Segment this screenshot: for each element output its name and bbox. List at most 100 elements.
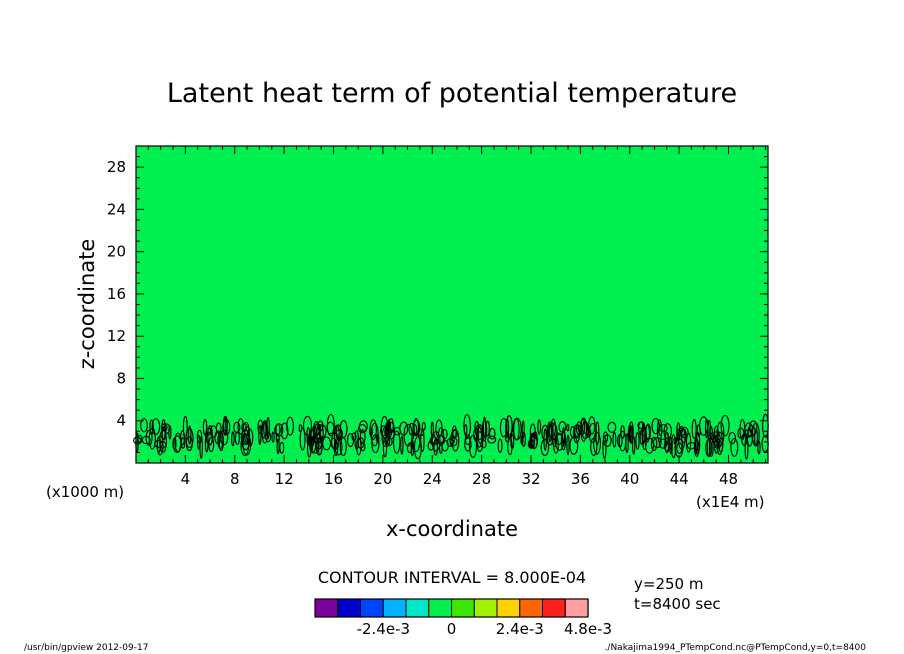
- contour-line: [220, 429, 229, 446]
- contour-line: [265, 431, 272, 443]
- contour-line: [580, 418, 586, 435]
- y-tick-label: 20: [107, 243, 126, 261]
- contour-line: [346, 433, 355, 448]
- contour-line: [258, 425, 262, 445]
- contour-line: [441, 428, 448, 440]
- x-axis: 4 8 12 16 20 24 28 32 36 40 44 48: [147, 146, 767, 488]
- y-tick-label: 4: [116, 412, 126, 430]
- contour-line: [748, 420, 758, 435]
- contour-line: [140, 417, 148, 433]
- contour-line: [312, 432, 322, 444]
- contour-line: [612, 432, 617, 448]
- colorbar: [314, 598, 589, 618]
- contour-line: [196, 429, 203, 444]
- colorbar-label: 2.4e-3: [496, 620, 544, 638]
- contour-line: [276, 438, 280, 455]
- contour-line: [694, 435, 699, 455]
- contour-line: [307, 438, 315, 448]
- contour-line: [669, 436, 673, 455]
- contour-line: [581, 421, 590, 440]
- x-tick-label: 44: [670, 470, 689, 488]
- contour-line: [208, 436, 215, 453]
- contour-line: [537, 419, 542, 435]
- contour-line: [205, 427, 212, 436]
- contour-line: [757, 440, 761, 455]
- contour-line: [451, 428, 460, 452]
- contour-line: [664, 431, 669, 446]
- contour-line: [242, 421, 251, 445]
- contour-line: [737, 427, 745, 439]
- y-scale-label: (x1000 m): [46, 483, 124, 501]
- contour-line: [718, 437, 724, 453]
- contour-line: [573, 424, 581, 444]
- colorbar-swatch: [360, 598, 384, 618]
- contour-line: [260, 421, 268, 439]
- contour-line: [593, 431, 601, 455]
- contour-line: [658, 438, 668, 449]
- contour-line: [145, 429, 153, 446]
- contour-line: [463, 414, 471, 438]
- contour-line: [650, 436, 658, 452]
- contour-line: [602, 431, 609, 444]
- x-tick-label: 20: [373, 470, 392, 488]
- colorbar-swatch: [542, 598, 566, 618]
- colorbar-swatch: [314, 598, 339, 618]
- y-tick-label: 16: [107, 285, 126, 303]
- contour-line: [566, 423, 570, 432]
- colorbar-labels: -2.4e-3 0 2.4e-3 4.8e-3: [357, 620, 612, 638]
- colorbar-swatch: [405, 598, 430, 618]
- colorbar-label: 0: [447, 620, 457, 638]
- contour-line: [543, 428, 547, 451]
- contour-line: [645, 423, 652, 440]
- y-tick-label: 8: [116, 369, 126, 387]
- contour-line: [540, 439, 550, 456]
- colorbar-swatch: [519, 598, 544, 618]
- contour-line: [512, 417, 522, 441]
- colorbar-swatch: [564, 598, 589, 618]
- contour-line: [370, 422, 379, 447]
- contour-line: [275, 433, 280, 443]
- contour-line: [505, 415, 513, 436]
- contour-line: [521, 432, 526, 447]
- contour-line: [507, 437, 513, 456]
- x-tick-label: 16: [324, 470, 343, 488]
- contour-line: [359, 429, 366, 445]
- contour-line: [431, 430, 441, 452]
- y-axis-title: z-coordinate: [75, 239, 99, 370]
- contour-line: [554, 432, 563, 445]
- x-axis-title: x-coordinate: [386, 517, 518, 541]
- y-tick-label: 28: [107, 158, 126, 176]
- contour-line: [161, 425, 167, 441]
- contour-line: [709, 432, 716, 440]
- contour-line: [149, 419, 154, 436]
- contour-line: [659, 424, 668, 433]
- colorbar-swatch: [473, 598, 498, 618]
- y-axis: 4 8 12 16 20 24 28: [107, 156, 768, 453]
- colorbar-swatch: [496, 598, 521, 618]
- contour-line: [298, 424, 303, 433]
- contour-lines: [133, 413, 769, 460]
- contour-line: [392, 426, 402, 436]
- contour-line: [627, 424, 632, 442]
- contour-line: [317, 436, 323, 456]
- colorbar-label: -2.4e-3: [357, 620, 410, 638]
- contour-line: [754, 429, 758, 446]
- contour-line: [529, 433, 539, 449]
- contour-line: [326, 421, 335, 435]
- x-tick-label: 40: [620, 470, 639, 488]
- contour-line: [215, 422, 222, 434]
- contour-line: [677, 426, 686, 450]
- contour-line: [392, 430, 401, 454]
- contour-line: [427, 440, 435, 451]
- contour-line: [382, 437, 388, 458]
- colorbar-frame: [314, 598, 589, 618]
- contour-line: [234, 431, 240, 445]
- y-tick-label: 24: [107, 200, 126, 218]
- contour-line: [497, 438, 503, 453]
- contour-line: [482, 416, 487, 439]
- y-tick-label: 12: [107, 327, 126, 345]
- contour-line: [685, 432, 692, 453]
- contour-line: [607, 421, 617, 433]
- contour-line: [412, 432, 421, 453]
- contour-line: [313, 420, 320, 437]
